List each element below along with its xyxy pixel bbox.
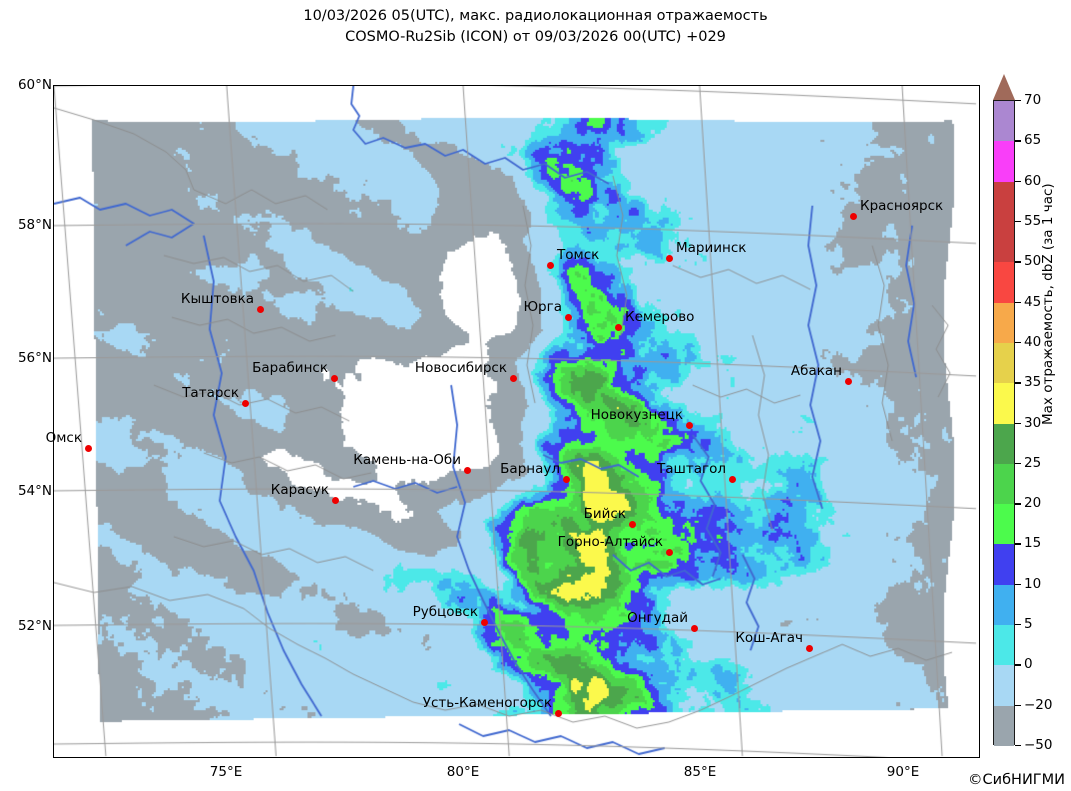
colorbar-tick <box>1015 180 1021 183</box>
colorbar-band <box>994 302 1014 343</box>
colorbar-tick <box>1015 745 1021 747</box>
longitude-tick-label: 80°E <box>446 764 480 780</box>
colorbar-band <box>994 342 1014 384</box>
colorbar-tick <box>1015 462 1021 465</box>
colorbar-band <box>994 504 1014 545</box>
colorbar-tick-label: 0 <box>1024 656 1033 673</box>
radar-map-frame <box>53 85 980 758</box>
colorbar-tick <box>1015 543 1021 545</box>
colorbar-over-arrow-icon <box>993 74 1015 100</box>
colorbar-tick <box>1015 382 1021 384</box>
colorbar-bands <box>993 100 1015 746</box>
colorbar-band <box>994 141 1014 182</box>
colorbar-tick <box>1015 301 1021 303</box>
colorbar-band <box>994 181 1014 263</box>
colorbar-tick-label: 10 <box>1024 575 1042 592</box>
colorbar-tick-label: −50 <box>1024 737 1053 753</box>
colorbar-band <box>994 625 1014 666</box>
colorbar-tick-label: 55 <box>1024 212 1042 229</box>
colorbar-tick-label: 45 <box>1024 293 1042 310</box>
colorbar-tick-label: 20 <box>1024 495 1042 512</box>
chart-title-block: 10/03/2026 05(UTC), макс. радиолокационн… <box>0 6 1071 48</box>
colorbar-band <box>994 383 1014 424</box>
colorbar-tick <box>1015 220 1021 223</box>
longitude-tick-label: 75°E <box>209 764 243 780</box>
colorbar-tick <box>1015 704 1021 707</box>
latitude-tick-label: 58°N <box>17 217 52 233</box>
title-line-1: 10/03/2026 05(UTC), макс. радиолокационн… <box>303 8 768 24</box>
colorbar-tick-label: 5 <box>1024 616 1033 633</box>
colorbar-tick <box>1015 664 1021 666</box>
colorbar: 70 65 60 55 50 45 40 35 30 25 20 15 10 5 0 −20 −50 <box>993 74 1053 753</box>
latitude-tick-label: 60°N <box>17 77 52 93</box>
colorbar-tick <box>1015 624 1021 626</box>
colorbar-tick-label: 15 <box>1024 535 1042 552</box>
colorbar-tick-label: 25 <box>1024 454 1042 471</box>
colorbar-tick-label: 50 <box>1024 253 1042 270</box>
latitude-tick-label: 56°N <box>17 350 52 366</box>
colorbar-band <box>994 665 1014 706</box>
colorbar-tick <box>1015 341 1021 344</box>
colorbar-tick-label: 70 <box>1024 92 1042 108</box>
colorbar-band <box>994 262 1014 303</box>
copyright-notice: ©СибНИГМИ <box>967 772 1066 788</box>
latitude-tick-label: 52°N <box>17 618 52 634</box>
radar-reflectivity-canvas <box>54 86 979 757</box>
colorbar-tick-label: 60 <box>1024 172 1042 189</box>
colorbar-tick <box>1015 140 1021 142</box>
colorbar-tick <box>1015 583 1021 586</box>
longitude-tick-label: 90°E <box>886 764 920 780</box>
colorbar-tick-label: 40 <box>1024 333 1042 350</box>
colorbar-tick <box>1015 261 1021 263</box>
colorbar-tick <box>1015 422 1021 424</box>
latitude-tick-label: 54°N <box>17 483 52 499</box>
colorbar-axis-label: Мах отражаемость, dbZ (за 1 час) <box>1040 183 1056 425</box>
colorbar-tick <box>1015 100 1021 102</box>
colorbar-band <box>994 584 1014 626</box>
colorbar-tick-label: 65 <box>1024 132 1042 149</box>
title-line-2: COSMO-Ru2Sib (ICON) от 09/03/2026 00(UTC… <box>345 29 726 45</box>
colorbar-band <box>994 544 1014 585</box>
colorbar-band <box>994 463 1014 505</box>
colorbar-band <box>994 423 1014 464</box>
colorbar-tick <box>1015 503 1021 505</box>
colorbar-tick-label: −20 <box>1024 696 1053 713</box>
colorbar-tick-label: 30 <box>1024 414 1042 431</box>
colorbar-band <box>994 705 1014 746</box>
colorbar-tick-label: 35 <box>1024 374 1042 391</box>
longitude-tick-label: 85°E <box>683 764 717 780</box>
colorbar-band <box>994 101 1014 142</box>
